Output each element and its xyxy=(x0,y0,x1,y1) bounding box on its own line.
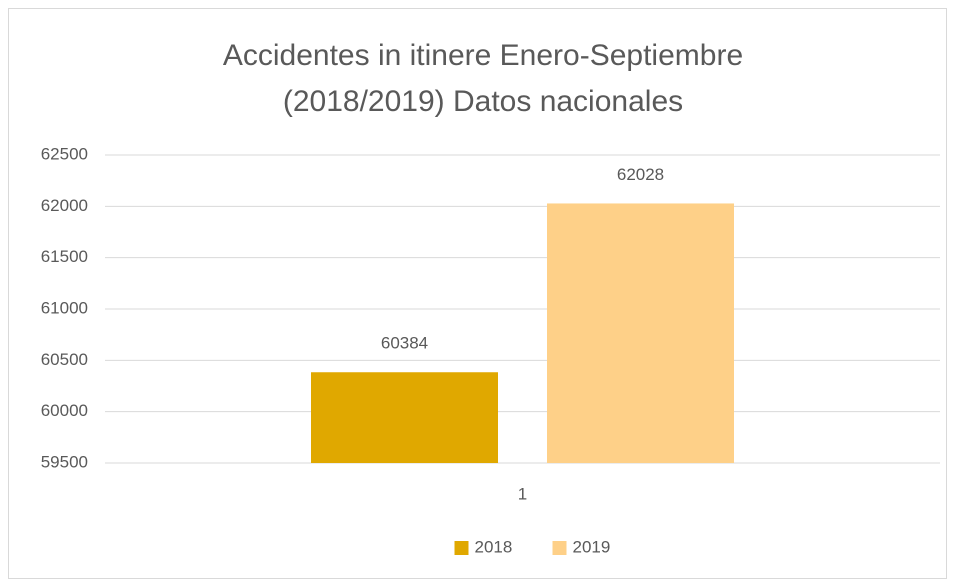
chart-title: (2018/2019) Datos nacionales xyxy=(283,85,683,118)
y-tick-label: 60000 xyxy=(41,401,88,420)
chart-frame xyxy=(8,8,947,579)
legend-swatch xyxy=(454,541,469,555)
legend-swatch xyxy=(552,541,567,555)
chart-title: Accidentes in itinere Enero-Septiembre xyxy=(223,39,743,72)
bar xyxy=(311,372,498,463)
x-tick-label: 1 xyxy=(518,484,527,503)
data-label: 60384 xyxy=(381,334,428,353)
y-tick-label: 60500 xyxy=(41,350,88,369)
y-tick-label: 61000 xyxy=(41,298,88,317)
legend-label: 2019 xyxy=(573,537,611,556)
data-label: 62028 xyxy=(617,165,664,184)
y-tick-label: 61500 xyxy=(41,247,88,266)
bar xyxy=(547,203,734,463)
y-tick-label: 59500 xyxy=(41,452,88,471)
y-tick-label: 62000 xyxy=(41,196,88,215)
y-tick-label: 62500 xyxy=(41,144,88,163)
legend-label: 2018 xyxy=(475,537,513,556)
